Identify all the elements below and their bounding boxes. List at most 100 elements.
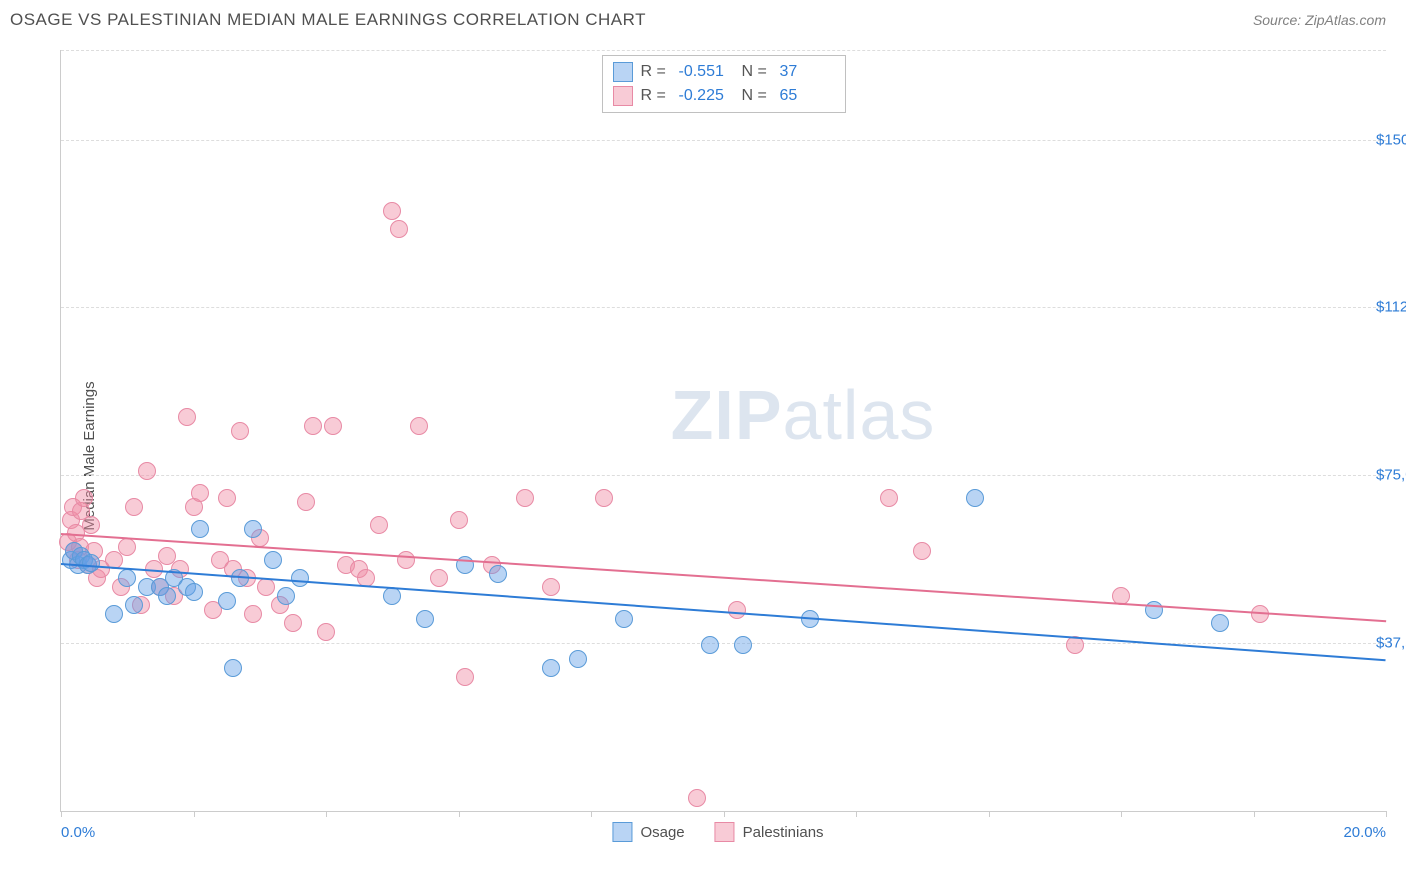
data-point — [297, 493, 315, 511]
data-point — [82, 516, 100, 534]
data-point — [1145, 601, 1163, 619]
legend-row: R = -0.551 N = 37 — [613, 60, 835, 84]
source-label: Source: — [1253, 12, 1301, 28]
legend-n-value: 65 — [780, 87, 835, 105]
x-tick-label: 0.0% — [61, 824, 95, 841]
legend-n-label: N = — [742, 63, 772, 81]
chart-container: Median Male Earnings ZIPatlas R =-0.551N… — [50, 50, 1386, 862]
data-point — [410, 417, 428, 435]
x-tick — [724, 811, 725, 817]
data-point — [75, 489, 93, 507]
data-point — [191, 520, 209, 538]
data-point — [880, 489, 898, 507]
data-point — [383, 202, 401, 220]
data-point — [244, 605, 262, 623]
y-tick-label: $150,000 — [1376, 131, 1406, 148]
data-point — [728, 601, 746, 619]
data-point — [231, 422, 249, 440]
data-point — [701, 636, 719, 654]
data-point — [191, 484, 209, 502]
data-point — [569, 650, 587, 668]
legend-swatch — [613, 86, 633, 106]
legend-label: Osage — [640, 824, 684, 841]
data-point — [516, 489, 534, 507]
legend-r-label: R = — [641, 87, 671, 105]
data-point — [317, 623, 335, 641]
data-point — [178, 408, 196, 426]
x-tick — [459, 811, 460, 817]
data-point — [456, 668, 474, 686]
y-tick-label: $75,000 — [1376, 467, 1406, 484]
data-point — [1211, 614, 1229, 632]
legend-n-value: 37 — [780, 63, 835, 81]
data-point — [158, 587, 176, 605]
data-point — [118, 538, 136, 556]
data-point — [218, 592, 236, 610]
gridline — [61, 50, 1386, 51]
data-point — [615, 610, 633, 628]
x-tick — [1121, 811, 1122, 817]
data-point — [324, 417, 342, 435]
data-point — [450, 511, 468, 529]
data-point — [390, 220, 408, 238]
chart-header: OSAGE VS PALESTINIAN MEDIAN MALE EARNING… — [0, 0, 1406, 40]
watermark: ZIPatlas — [671, 375, 936, 455]
plot-area: ZIPatlas R =-0.551N =37R =-0.225N =65 $3… — [60, 50, 1386, 812]
data-point — [82, 554, 100, 572]
data-point — [138, 462, 156, 480]
x-tick — [61, 811, 62, 817]
data-point — [284, 614, 302, 632]
data-point — [913, 542, 931, 560]
y-tick-label: $37,500 — [1376, 635, 1406, 652]
x-tick — [856, 811, 857, 817]
data-point — [105, 605, 123, 623]
data-point — [688, 789, 706, 807]
legend-swatch — [612, 822, 632, 842]
data-point — [304, 417, 322, 435]
y-tick-label: $112,500 — [1376, 299, 1406, 316]
x-tick — [1254, 811, 1255, 817]
legend-item: Osage — [612, 822, 684, 842]
chart-title: OSAGE VS PALESTINIAN MEDIAN MALE EARNING… — [10, 10, 646, 30]
chart-source: Source: ZipAtlas.com — [1253, 12, 1386, 28]
x-tick-label: 20.0% — [1343, 824, 1386, 841]
legend-row: R = -0.225 N = 65 — [613, 84, 835, 108]
data-point — [416, 610, 434, 628]
gridline — [61, 140, 1386, 141]
legend-label: Palestinians — [743, 824, 824, 841]
data-point — [397, 551, 415, 569]
data-point — [118, 569, 136, 587]
x-tick — [194, 811, 195, 817]
data-point — [244, 520, 262, 538]
data-point — [542, 659, 560, 677]
data-point — [277, 587, 295, 605]
data-point — [224, 659, 242, 677]
legend-r-label: R = — [641, 63, 671, 81]
x-tick — [989, 811, 990, 817]
legend-n-label: N = — [742, 87, 772, 105]
correlation-legend: R = -0.551 N = 37 R = -0.225 N = 65 — [602, 55, 846, 113]
x-tick — [1386, 811, 1387, 817]
data-point — [595, 489, 613, 507]
data-point — [966, 489, 984, 507]
data-point — [257, 578, 275, 596]
data-point — [383, 587, 401, 605]
gridline — [61, 475, 1386, 476]
legend-swatch — [715, 822, 735, 842]
watermark-prefix: ZIP — [671, 376, 783, 454]
legend-r-value: -0.551 — [679, 63, 734, 81]
legend-r-value: -0.225 — [679, 87, 734, 105]
data-point — [291, 569, 309, 587]
gridline — [61, 307, 1386, 308]
legend-swatch — [613, 62, 633, 82]
data-point — [542, 578, 560, 596]
data-point — [125, 596, 143, 614]
data-point — [125, 498, 143, 516]
watermark-suffix: atlas — [783, 376, 936, 454]
x-tick — [591, 811, 592, 817]
data-point — [489, 565, 507, 583]
legend-item: Palestinians — [715, 822, 824, 842]
series-legend: Osage Palestinians — [612, 822, 823, 842]
source-value: ZipAtlas.com — [1305, 12, 1386, 28]
data-point — [734, 636, 752, 654]
